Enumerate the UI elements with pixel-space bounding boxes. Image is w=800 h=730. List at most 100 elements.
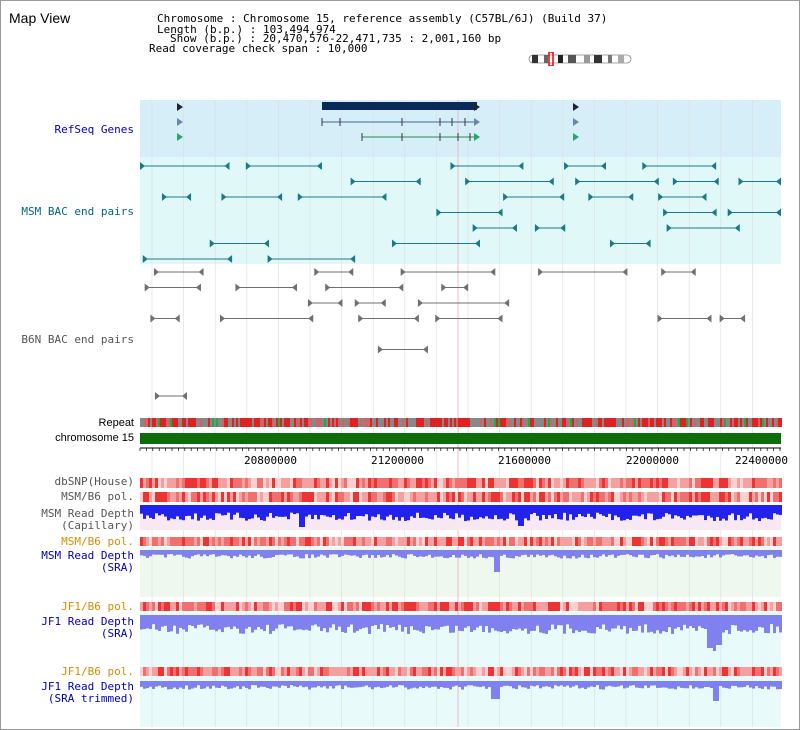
- jf1-trimmed-depth-bar: [554, 681, 557, 686]
- dbsnp-strip: [422, 478, 425, 488]
- msm-pol-strip: [467, 492, 470, 502]
- msm-sra-depth-bar: [167, 550, 170, 555]
- jf1-sra-depth-bar: [371, 615, 374, 627]
- msm-capillary-depth-bar: [665, 505, 668, 514]
- jf1-pol-strip: [497, 602, 500, 611]
- msm-capillary-depth-bar: [245, 505, 248, 521]
- msm-sra-depth-bar: [758, 550, 761, 557]
- repeat-segment: [708, 418, 710, 427]
- msm-pol-strip: [581, 492, 584, 502]
- jf1-sra-depth-bar: [707, 615, 710, 648]
- msm-pol-strip-2: [761, 537, 764, 546]
- label-repeat: Repeat: [98, 417, 134, 429]
- jf1-sra-depth-bar: [455, 615, 458, 626]
- jf1-trimmed-depth-bar: [386, 681, 389, 687]
- msm-capillary-depth-bar: [212, 505, 215, 520]
- jf1-pol-strip: [212, 602, 215, 611]
- jf1-pol-strip: [572, 602, 575, 611]
- repeat-segment: [416, 418, 418, 427]
- msm-pol-strip-2: [392, 537, 395, 546]
- msm-sra-depth-bar: [575, 550, 578, 559]
- jf1-pol-strip: [515, 602, 518, 611]
- msm-pol-strip-2: [584, 537, 587, 546]
- msm-pol-strip-2: [455, 537, 458, 546]
- msm-pol-strip: [260, 492, 263, 502]
- msm-pol-strip-2: [341, 537, 344, 546]
- msm-pol-strip-2: [242, 537, 245, 546]
- msm-pol-strip: [278, 492, 281, 502]
- refseq-gene-arrow: [474, 133, 480, 141]
- jf1-sra-depth-bar: [395, 615, 398, 631]
- dbsnp-strip: [311, 478, 314, 488]
- msm-pol-strip-2: [380, 537, 383, 546]
- dbsnp-strip: [371, 478, 374, 488]
- jf1-pol-strip: [368, 602, 371, 611]
- msm-pol-strip: [662, 492, 665, 502]
- msm-capillary-depth-bar: [635, 505, 638, 516]
- msm-pol-strip-2: [521, 537, 524, 546]
- jf1-pol-strip-2: [152, 667, 155, 676]
- repeat-segment: [750, 418, 752, 427]
- repeat-segment: [296, 418, 298, 427]
- jf1-sra-depth-bar: [752, 615, 755, 633]
- msm-pol-strip: [317, 492, 320, 502]
- msm-pol-strip: [464, 492, 467, 502]
- jf1-trimmed-depth-bar: [164, 681, 167, 687]
- msm-capillary-depth-bar: [440, 505, 443, 519]
- jf1-sra-depth-bar: [680, 615, 683, 631]
- msm-pol-strip: [770, 492, 773, 502]
- msm-pol-strip: [593, 492, 596, 502]
- msm-capillary-depth-bar: [353, 505, 356, 520]
- dbsnp-strip: [734, 478, 737, 488]
- repeat-segment: [698, 418, 700, 427]
- msm-capillary-depth-bar: [740, 505, 743, 521]
- b6n-bac-pair-end: [504, 299, 510, 307]
- msm-capillary-depth-bar: [551, 505, 554, 519]
- msm-pol-strip: [290, 492, 293, 502]
- jf1-pol-strip-2: [293, 667, 296, 676]
- jf1-pol-strip: [236, 602, 239, 611]
- dbsnp-strip: [527, 478, 530, 488]
- jf1-pol-strip-2: [641, 667, 644, 676]
- msm-pol-strip-2: [554, 537, 557, 546]
- msm-pol-strip-2: [239, 537, 242, 546]
- repeat-segment: [272, 418, 274, 427]
- chromosome-ideogram[interactable]: [528, 52, 634, 66]
- msm-pol-strip-2: [665, 537, 668, 546]
- repeat-segment: [226, 418, 228, 427]
- jf1-pol-strip: [758, 602, 761, 611]
- repeat-segment: [230, 418, 232, 427]
- msm-pol-strip-2: [449, 537, 452, 546]
- jf1-trimmed-depth-bar: [167, 681, 170, 690]
- msm-sra-depth-bar: [665, 550, 668, 555]
- msm-pol-strip: [176, 492, 179, 502]
- msm-pol-strip: [392, 492, 395, 502]
- repeat-segment: [760, 418, 762, 427]
- msm-capillary-depth-bar: [644, 505, 647, 520]
- msm-sra-depth-bar: [218, 550, 221, 557]
- repeat-segment: [370, 418, 372, 427]
- msm-pol-strip: [659, 492, 662, 502]
- jf1-sra-depth-bar: [338, 615, 341, 627]
- jf1-pol-strip-2: [407, 667, 410, 676]
- repeat-segment: [280, 418, 282, 427]
- dbsnp-strip: [584, 478, 587, 488]
- msm-pol-strip-2: [509, 537, 512, 546]
- msm-pol-strip: [737, 492, 740, 502]
- msm-pol-strip-2: [158, 537, 161, 546]
- jf1-trimmed-depth-bar: [767, 681, 770, 690]
- msm-sra-depth-bar: [689, 550, 692, 557]
- msm-sra-depth-bar: [374, 550, 377, 558]
- msm-pol-strip-2: [272, 537, 275, 546]
- jf1-pol-strip-2: [188, 667, 191, 676]
- repeat-segment: [142, 418, 144, 427]
- msm-pol-strip-2: [725, 537, 728, 546]
- jf1-trimmed-depth-bar: [467, 681, 470, 686]
- jf1-pol-strip: [632, 602, 635, 611]
- jf1-pol-strip: [407, 602, 410, 611]
- msm-pol-strip-2: [401, 537, 404, 546]
- msm-pol-strip: [194, 492, 197, 502]
- jf1-trimmed-depth-bar: [290, 681, 293, 686]
- dbsnp-strip: [587, 478, 590, 488]
